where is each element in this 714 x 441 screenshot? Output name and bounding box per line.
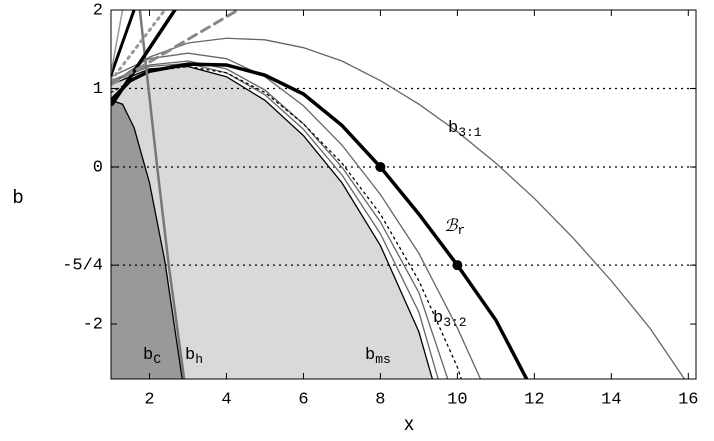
curve	[111, 10, 177, 106]
curve-label-sub: h	[195, 352, 203, 367]
curve-label-name: b	[365, 346, 375, 365]
point	[375, 162, 386, 173]
x-tick-label: 14	[601, 390, 621, 409]
curve	[111, 10, 136, 77]
curve-label-sub: ms	[375, 352, 391, 367]
x-axis-title: x	[404, 414, 414, 435]
plot-area	[111, 10, 696, 379]
curve	[111, 37, 686, 379]
x-tick-label: 8	[375, 390, 385, 409]
curve	[111, 60, 449, 379]
x-tick-label: 10	[447, 390, 467, 409]
curve	[138, 10, 186, 379]
curve-label-name: b	[185, 346, 195, 365]
curve-label-sub: C	[153, 352, 161, 367]
x-tick-label: 16	[678, 390, 698, 409]
curve-label-name: b	[448, 119, 458, 138]
curve	[111, 52, 482, 379]
y-tick-label: 2	[93, 1, 103, 20]
frame	[110, 9, 697, 380]
curve	[111, 10, 240, 87]
region	[111, 100, 183, 379]
curve	[111, 10, 124, 74]
curve-label: ℬr	[444, 216, 465, 239]
curve	[111, 10, 167, 83]
curve-label: bms	[365, 346, 391, 367]
x-tick-label: 4	[221, 390, 231, 409]
x-tick-label: 12	[524, 390, 544, 409]
y-tick-label: 0	[93, 159, 103, 178]
curve-label-name: b	[433, 309, 443, 328]
curve-label-sub: 3:2	[443, 315, 466, 330]
curve	[111, 62, 439, 379]
curve-label: b3:1	[448, 119, 482, 140]
curve-label: bh	[185, 346, 203, 367]
x-tick-label: 6	[298, 390, 308, 409]
curve-label: b3:2	[433, 309, 467, 330]
curve-label: bC	[143, 346, 161, 367]
curve-label-name: b	[143, 346, 153, 365]
region	[111, 66, 433, 379]
point	[452, 260, 463, 271]
y-tick-label: 1	[93, 80, 103, 99]
y-tick-label: -2	[83, 316, 103, 335]
y-tick-label: -5/4	[62, 257, 103, 276]
curve	[111, 99, 183, 379]
curve-label-sub: 3:1	[458, 125, 482, 140]
x-tick-label: 2	[144, 390, 154, 409]
curve-label-sub: r	[457, 223, 465, 238]
y-axis-title: b	[13, 187, 24, 208]
curve-label-name: ℬ	[444, 216, 459, 236]
